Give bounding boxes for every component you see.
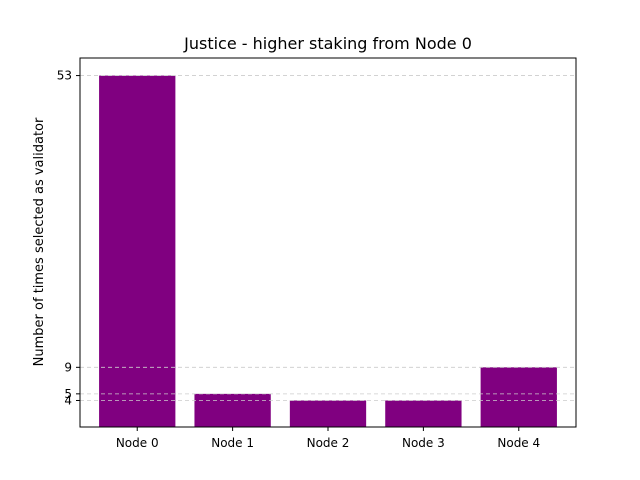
x-tick-label: Node 2 [307, 436, 350, 450]
grid-lines [80, 75, 576, 401]
x-tick-label: Node 0 [116, 436, 159, 450]
x-tick-label: Node 1 [211, 436, 254, 450]
y-axis-label: Number of times selected as validator [32, 117, 47, 366]
bar-node-1 [194, 393, 271, 427]
x-tick-label: Node 3 [402, 436, 445, 450]
y-tick-label: 5 [64, 387, 72, 401]
x-tick-label: Node 4 [497, 436, 540, 450]
y-tick-label: 4 [64, 393, 72, 407]
bar-node-2 [289, 400, 367, 427]
bars [99, 75, 557, 428]
chart-title: Justice - higher staking from Node 0 [183, 34, 472, 53]
bar-node-4 [480, 367, 557, 427]
bar-node-3 [385, 400, 462, 427]
x-axis-ticks: Node 0 Node 1 Node 2 Node 3 Node 4 [116, 427, 540, 450]
y-tick-label: 9 [64, 360, 72, 374]
y-axis-ticks: 45 9 53 [57, 69, 80, 407]
y-tick-label: 53 [57, 69, 72, 83]
bar-node-0 [99, 75, 176, 428]
